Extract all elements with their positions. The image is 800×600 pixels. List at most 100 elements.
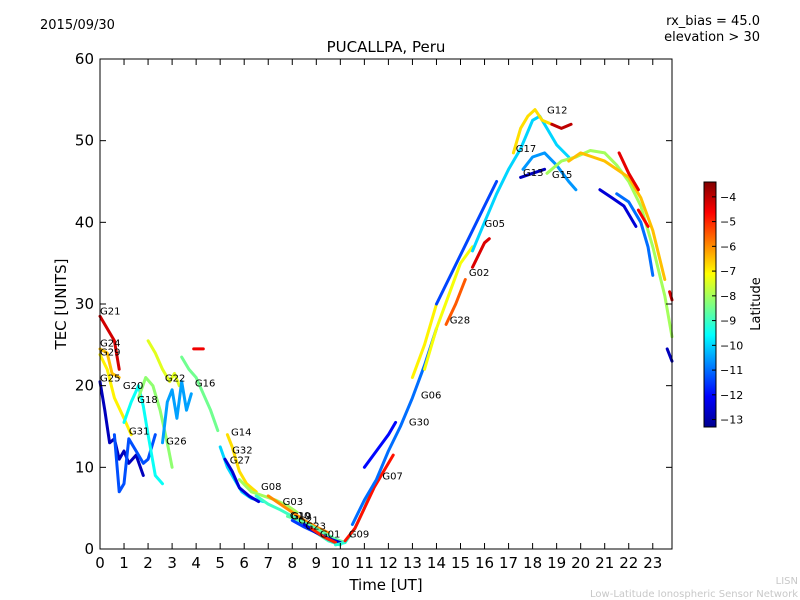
satellite-label: G20	[123, 381, 143, 392]
trace-g14	[225, 433, 258, 494]
x-tick-label: 16	[475, 554, 494, 572]
chart-title: PUCALLPA, Peru	[326, 38, 446, 56]
satellite-label: G09	[349, 530, 369, 541]
trace-g15e	[598, 188, 638, 228]
trace-g12	[511, 108, 554, 155]
trace-g21	[98, 314, 121, 371]
satellite-label: G13	[523, 168, 543, 179]
y-axis: 0 10 20 30 40 50 60	[75, 50, 672, 558]
trace-g15	[521, 151, 578, 192]
satellite-label: G15	[552, 170, 572, 181]
x-tick-label: 5	[215, 554, 225, 572]
footer-lisn: LISN	[775, 576, 798, 587]
colorbar-tick-label: −4	[720, 191, 736, 204]
x-tick-label: 14	[427, 554, 446, 572]
trace-g26	[161, 380, 193, 445]
colorbar-bar	[703, 181, 717, 428]
y-tick-label: 20	[75, 377, 94, 395]
colorbar-tick-label: −12	[720, 389, 743, 402]
colorbar-tick-label: −11	[720, 364, 743, 377]
trace-g25	[98, 380, 145, 477]
satellite-label: G30	[409, 418, 429, 429]
satellite-label: G27	[230, 455, 250, 466]
trace-g07	[343, 453, 395, 543]
colorbar-tick-label: −9	[720, 315, 736, 328]
x-tick-label: 8	[287, 554, 297, 572]
x-tick-label: 10	[331, 554, 350, 572]
satellite-label: G08	[261, 482, 281, 493]
satellite-label: G02	[469, 268, 489, 279]
x-tick-label: 15	[451, 554, 470, 572]
satellite-label: G03	[283, 497, 303, 508]
trace-g27	[223, 457, 261, 504]
satellite-label: G21	[100, 307, 120, 318]
plot-marks	[98, 108, 674, 547]
trace-g06	[350, 327, 438, 526]
colorbar-tick-label: −8	[720, 290, 736, 303]
trace-g06b	[410, 302, 438, 379]
trace-g22	[146, 339, 181, 388]
y-tick-label: 40	[75, 213, 94, 231]
satellite-label: G16	[195, 378, 215, 389]
colorbar-tick-label: −13	[720, 414, 743, 427]
satellite-label: G23	[305, 521, 325, 532]
satellite-label: G29	[100, 347, 120, 358]
satellite-label: G05	[485, 219, 505, 230]
trace-g02b	[471, 237, 491, 269]
satellite-label: G01	[320, 530, 340, 541]
x-tick-label: 19	[547, 554, 566, 572]
colorbar-tick-label: −7	[720, 265, 736, 278]
y-tick-label: 0	[84, 540, 94, 558]
satellite-label: G24	[100, 338, 120, 349]
trace-g18	[137, 376, 174, 469]
x-axis: 0 1 2 3 4 5 6 7 8 9 10 11 12 13 14 15 16 17 18 19 20 21 22 23	[95, 59, 662, 572]
y-tick-label: 10	[75, 458, 94, 476]
trace-g01	[310, 527, 337, 544]
x-tick-label: 7	[263, 554, 273, 572]
trace-g15c	[567, 151, 667, 281]
trace-g24	[98, 347, 121, 379]
satellite-label: G14	[231, 427, 251, 438]
satellite-label: G31	[129, 427, 149, 438]
date-label: 2015/09/30	[40, 18, 115, 33]
trace-g13	[519, 167, 547, 179]
footer-network: Low-Latitude Ionospheric Sensor Network	[590, 589, 798, 600]
satellite-label: G10	[290, 511, 310, 522]
colorbar: −4 −5 −6 −7 −8 −9 −10 −11 −12 −13 Latitude	[703, 181, 764, 428]
x-tick-label: 6	[239, 554, 249, 572]
satellite-label: G17	[516, 144, 536, 155]
trace-g05	[435, 180, 499, 306]
trace-g19	[286, 514, 347, 544]
x-tick-label: 13	[403, 554, 422, 572]
colorbar-label: Latitude	[749, 277, 764, 331]
y-tick-label: 60	[75, 50, 94, 68]
satellite-label: G32	[232, 445, 252, 456]
trace-g30	[362, 420, 398, 469]
trace-g02	[423, 245, 474, 371]
colorbar-tick-label: −5	[720, 216, 736, 229]
x-tick-label: 23	[643, 554, 662, 572]
trace-g16	[180, 355, 220, 433]
colorbar-tick-label: −6	[720, 240, 736, 253]
trace-g03	[266, 494, 330, 535]
x-tick-label: 4	[191, 554, 201, 572]
x-tick-label: 3	[167, 554, 177, 572]
satellite-label: G18	[137, 395, 157, 406]
x-tick-label: 2	[143, 554, 153, 572]
trace-g15f	[617, 151, 640, 192]
elevation-label: elevation > 30	[664, 30, 760, 45]
x-tick-label: 9	[312, 554, 322, 572]
satellite-label: G25	[100, 374, 120, 385]
trace-g15i	[665, 347, 674, 363]
x-tick-label: 12	[379, 554, 398, 572]
satellite-label: G26	[166, 436, 186, 447]
satellite-label: G06	[421, 391, 441, 402]
colorbar-tick-label: −10	[720, 339, 743, 352]
y-axis-label: TEC [UNITS]	[52, 259, 70, 351]
trace-g12b	[550, 122, 573, 130]
trace-g17	[471, 114, 571, 253]
colorbar-ticks: −4 −5 −6 −7 −8 −9 −10 −11 −12 −13	[712, 191, 743, 427]
x-tick-label: 0	[95, 554, 105, 572]
satellite-label: G22	[165, 374, 185, 385]
